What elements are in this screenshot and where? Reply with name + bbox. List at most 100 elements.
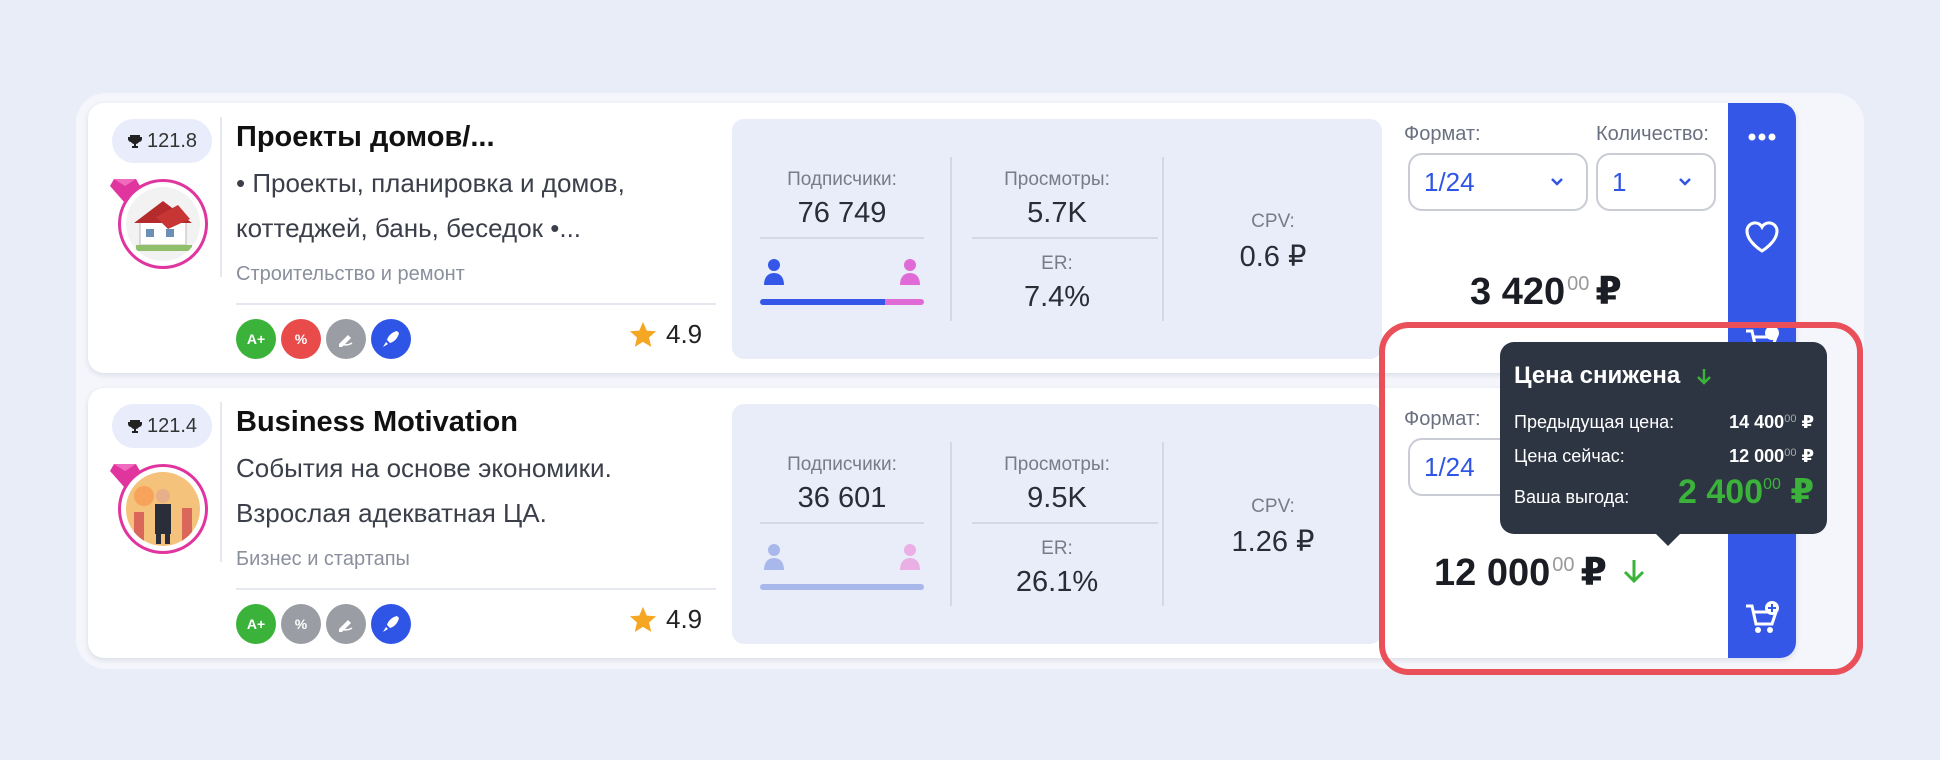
businessman-image <box>126 472 200 546</box>
previous-price-label: Предыдущая цена: <box>1514 412 1675 432</box>
price-main: 3 420 <box>1470 271 1566 313</box>
channel-card[interactable]: 121.8 Проекты домов/... • Проекты, плани… <box>88 103 1796 373</box>
previous-price-value: 14 40000 ₽ <box>1729 412 1814 432</box>
savings-row: Ваша выгода: 2 40000 ₽ <box>1514 472 1814 512</box>
previous-price-row: Предыдущая цена: 14 40000 ₽ <box>1514 412 1814 433</box>
divider <box>972 237 1158 239</box>
highlight-frame <box>1379 322 1863 675</box>
rank-badge[interactable]: A+ <box>236 604 276 644</box>
heart-icon[interactable] <box>1742 217 1782 257</box>
score-badge: 121.8 <box>112 119 212 163</box>
trophy-icon <box>127 418 142 434</box>
savings-label: Ваша выгода: <box>1514 487 1630 507</box>
cpv-label: CPV: <box>1251 496 1295 517</box>
format-label: Формат: <box>1404 408 1481 430</box>
channel-category[interactable]: Бизнес и стартапы <box>236 548 410 570</box>
format-value: 1/24 <box>1424 451 1475 482</box>
price-drop-tooltip: Цена снижена Предыдущая цена: 14 40000 ₽… <box>1500 342 1827 546</box>
house-image <box>126 187 200 261</box>
current-price-value: 12 00000 ₽ <box>1729 446 1814 466</box>
views-label: Просмотры: <box>1004 454 1110 475</box>
subscribers-value: 36 601 <box>797 482 887 514</box>
divider <box>220 117 222 277</box>
arrow-down-icon <box>1623 560 1644 584</box>
er-value: 26.1% <box>1015 566 1099 598</box>
divider <box>236 588 716 590</box>
divider <box>236 303 716 305</box>
stats-panel: Подписчики: 36 601 Просмотры: 9.5K ER: 2… <box>732 404 1382 644</box>
er-label: ER: <box>1041 538 1073 559</box>
channel-title[interactable]: Проекты домов/... <box>236 121 495 153</box>
savings-value: 2 40000 ₽ <box>1677 473 1814 511</box>
rating: 4.9 <box>628 604 702 635</box>
avatar[interactable] <box>118 179 208 269</box>
diamond-icon <box>110 179 140 203</box>
price: 12 000 00 ₽ <box>1434 550 1647 595</box>
er-value: 7.4% <box>1023 281 1091 313</box>
badge-list: A+ % <box>236 319 411 359</box>
rating-value: 4.9 <box>666 604 703 634</box>
current-price-label: Цена сейчас: <box>1514 446 1625 466</box>
avatar[interactable] <box>118 464 208 554</box>
divider <box>950 157 952 321</box>
format-value: 1/24 <box>1424 166 1475 197</box>
subscribers-label: Подписчики: <box>787 169 897 190</box>
channel-category[interactable]: Строительство и ремонт <box>236 263 465 285</box>
female-icon <box>900 259 920 285</box>
discount-badge[interactable]: % <box>281 319 321 359</box>
add-to-cart-icon[interactable] <box>1742 598 1782 638</box>
chevron-down-icon <box>1679 178 1691 186</box>
channel-title[interactable]: Business Motivation <box>236 406 518 438</box>
badge-list: A+ % <box>236 604 411 644</box>
pen-icon[interactable] <box>326 604 366 644</box>
quantity-select[interactable]: 1 <box>1596 153 1716 211</box>
divider <box>950 442 952 606</box>
format-label: Формат: <box>1404 123 1481 145</box>
quantity-value: 1 <box>1612 166 1627 197</box>
format-select[interactable]: 1/24 <box>1408 153 1588 211</box>
subscribers-value: 76 749 <box>797 197 887 229</box>
male-icon <box>764 259 784 285</box>
views-label: Просмотры: <box>1004 169 1110 190</box>
cpv-value: 0.6 ₽ <box>1239 241 1307 273</box>
star-icon <box>629 321 657 347</box>
rocket-icon[interactable] <box>371 604 411 644</box>
rocket-icon[interactable] <box>371 319 411 359</box>
divider <box>760 237 924 239</box>
er-label: ER: <box>1041 253 1073 274</box>
divider <box>760 522 924 524</box>
stats-panel: Подписчики: 76 749 Просмотры: 5.7K ER: 7… <box>732 119 1382 359</box>
more-icon[interactable] <box>1742 117 1782 157</box>
gender-bar <box>760 299 924 305</box>
price: 3 420 00 ₽ <box>1470 269 1622 314</box>
score-badge: 121.4 <box>112 404 212 448</box>
arrow-down-icon <box>1696 368 1711 385</box>
trophy-icon <box>127 133 142 149</box>
currency: ₽ <box>1580 552 1607 594</box>
rating: 4.9 <box>628 319 702 350</box>
cpv-label: CPV: <box>1251 211 1295 232</box>
quantity-label: Количество: <box>1596 123 1709 145</box>
currency: ₽ <box>1595 271 1622 313</box>
pen-icon[interactable] <box>326 319 366 359</box>
female-icon <box>900 544 920 570</box>
rank-badge[interactable]: A+ <box>236 319 276 359</box>
current-price-row: Цена сейчас: 12 00000 ₽ <box>1514 446 1814 467</box>
cpv-value: 1.26 ₽ <box>1231 526 1315 558</box>
male-icon <box>764 544 784 570</box>
divider <box>220 402 222 562</box>
tooltip-notch <box>1656 534 1680 546</box>
gender-bar <box>760 584 924 590</box>
score-value: 121.8 <box>146 129 198 152</box>
price-cents: 00 <box>1567 273 1590 295</box>
divider <box>1162 157 1164 321</box>
discount-badge[interactable]: % <box>281 604 321 644</box>
action-sidebar <box>1728 103 1796 373</box>
score-value: 121.4 <box>146 414 198 437</box>
rating-value: 4.9 <box>666 319 703 349</box>
price-cents: 00 <box>1552 554 1575 576</box>
star-icon <box>629 606 657 632</box>
divider <box>972 522 1158 524</box>
tooltip-title: Цена снижена <box>1514 362 1713 390</box>
diamond-icon <box>110 464 140 488</box>
